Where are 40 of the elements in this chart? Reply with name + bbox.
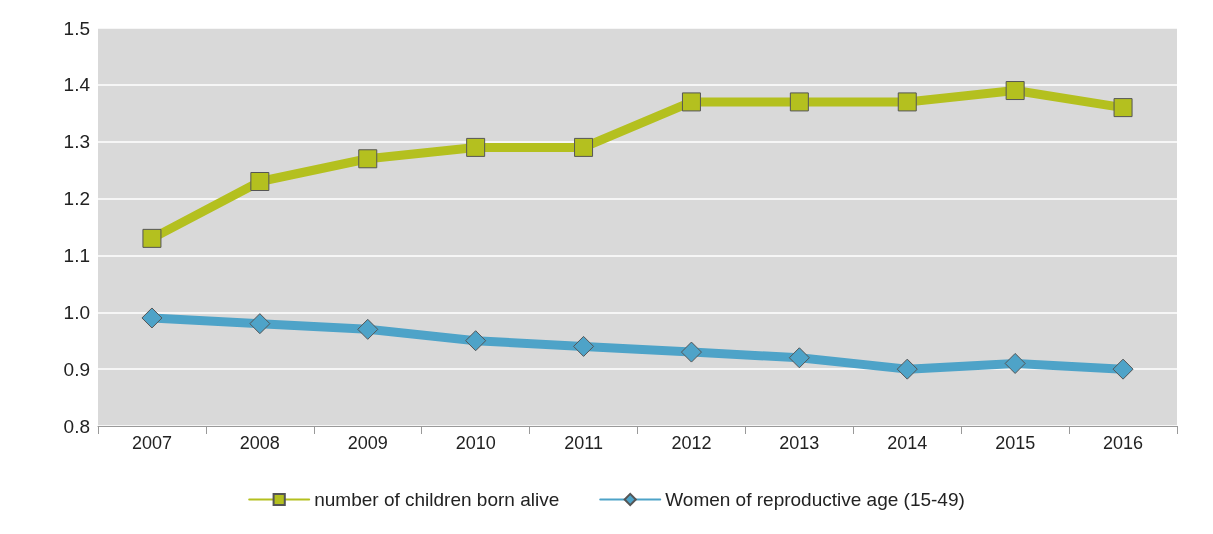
point: [1113, 98, 1133, 118]
point: [573, 335, 595, 357]
y-tick-label: 1.4: [63, 74, 91, 96]
y-tick-label: 1.1: [63, 244, 90, 266]
y-tick-label: 0.9: [63, 358, 90, 380]
point: [896, 358, 918, 380]
point: [788, 347, 810, 369]
y-tick-label: 1.3: [63, 131, 90, 153]
y-tick-label: 0.8: [63, 415, 90, 437]
point: [465, 330, 487, 352]
point: [1005, 81, 1025, 101]
x-tick-label: 2016: [1103, 433, 1144, 453]
x-tick-label: 2015: [995, 433, 1036, 453]
point: [141, 307, 163, 329]
x-tick-label: 2014: [887, 433, 928, 453]
legend-label: Women of reproductive age (15-49): [665, 489, 965, 510]
y-tick-label: 1.2: [63, 188, 90, 210]
point: [142, 228, 162, 248]
point: [574, 137, 594, 157]
point: [357, 318, 379, 340]
x-tick-label: 2008: [239, 433, 280, 453]
legend-label: number of children born alive: [314, 489, 560, 510]
point: [789, 92, 809, 112]
point: [249, 313, 271, 335]
y-tick-label: 1.5: [63, 17, 90, 39]
x-tick-label: 2007: [131, 433, 172, 453]
point: [680, 341, 702, 363]
y-tick-label: 1.0: [63, 301, 90, 323]
point: [466, 137, 486, 157]
point: [250, 172, 270, 192]
x-tick-label: 2013: [779, 433, 820, 453]
x-tick-label: 2010: [455, 433, 496, 453]
x-tick-label: 2012: [671, 433, 712, 453]
x-tick-label: 2011: [564, 433, 603, 453]
point: [358, 149, 378, 169]
point: [681, 92, 701, 112]
point: [1004, 352, 1026, 374]
point: [897, 92, 917, 112]
x-tick-label: 2009: [347, 433, 388, 453]
point: [1112, 358, 1134, 380]
